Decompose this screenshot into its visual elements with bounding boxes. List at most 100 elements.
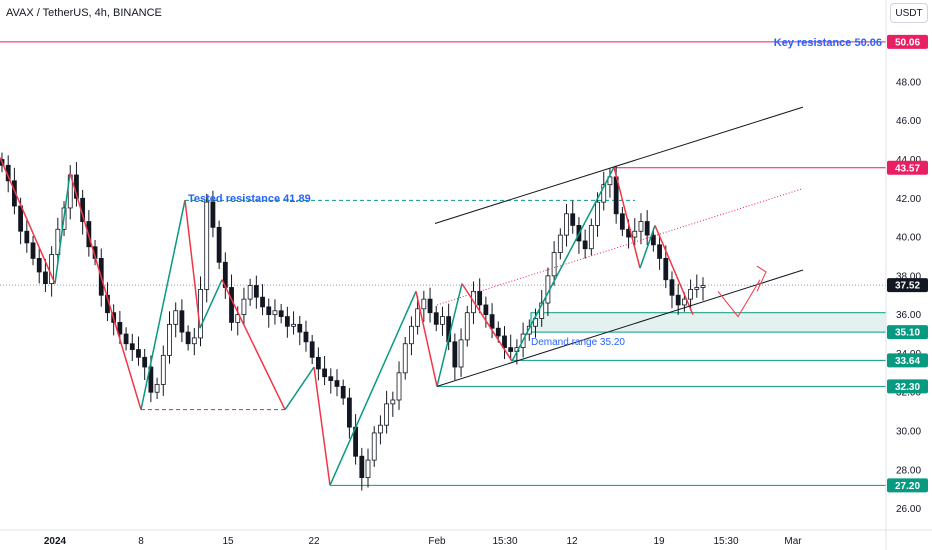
candle-body <box>433 312 439 325</box>
candle-body <box>551 252 557 277</box>
candle-body <box>272 310 278 316</box>
candle-body <box>669 279 675 296</box>
candle-body <box>167 323 172 356</box>
chart-title: AVAX / TetherUS, 4h, BINANCE <box>6 7 162 19</box>
zigzag-segment <box>184 200 201 329</box>
candle-body <box>421 298 427 310</box>
channel-lower <box>436 269 804 387</box>
x-tick-label: 12 <box>566 536 578 547</box>
candle-body <box>396 372 402 401</box>
candle-body <box>415 308 421 327</box>
x-tick-label: Feb <box>428 536 446 547</box>
candle-body <box>247 285 253 300</box>
candle-body <box>700 285 706 288</box>
candle-body <box>173 310 179 325</box>
candle-body <box>148 366 154 393</box>
candle-body <box>675 294 681 306</box>
demand-range-label: Demand range 35.20 <box>531 337 625 348</box>
projection-arrowhead <box>756 265 767 292</box>
candle-body <box>229 287 234 323</box>
candle-body <box>508 347 514 352</box>
candle-body <box>644 221 650 236</box>
candle-body <box>43 271 48 285</box>
x-tick-label: 15:30 <box>713 536 738 547</box>
candle-body <box>297 323 303 333</box>
candle-body <box>458 339 464 368</box>
candle-body <box>117 321 123 335</box>
candle-body <box>526 325 532 335</box>
x-tick-label: 15 <box>222 536 234 547</box>
candle-body <box>570 213 576 226</box>
key-resistance-label: Key resistance 50.06 <box>774 37 882 49</box>
candle-body <box>483 304 489 316</box>
candle-body <box>346 397 352 428</box>
price-badge <box>887 353 928 368</box>
x-tick-label: Mar <box>784 536 802 547</box>
candle-body <box>278 310 284 317</box>
x-tick-label: 22 <box>308 536 320 547</box>
candle-body <box>185 331 191 345</box>
candle-body <box>409 325 414 345</box>
candle-body <box>309 341 315 358</box>
tested-resistance-label: Tested resistance 41.89 <box>188 193 311 205</box>
candle-body <box>384 403 390 426</box>
candle-body <box>595 201 600 226</box>
candle-body <box>632 230 638 238</box>
candle-body <box>340 386 346 399</box>
candle-body <box>464 312 470 341</box>
candle-body <box>495 327 501 337</box>
candle-body <box>291 323 296 327</box>
y-tick-label: 44.00 <box>896 155 921 166</box>
candle-body <box>204 201 210 290</box>
candle-body <box>619 213 625 230</box>
zigzag-segment <box>639 225 656 269</box>
price-badge-label: 32.30 <box>895 382 920 393</box>
drawings <box>0 106 804 486</box>
candle-body <box>371 432 377 461</box>
candle-body <box>315 356 321 370</box>
zigzag-segment <box>436 283 463 387</box>
x-tick-label: 19 <box>653 536 665 547</box>
y-tick-label: 48.00 <box>896 77 921 88</box>
zigzag-segment <box>511 166 615 362</box>
candle-body <box>303 331 309 343</box>
candle-body <box>365 459 371 478</box>
zigzag-segment <box>284 366 315 411</box>
candle-body <box>588 225 594 250</box>
zigzag-segment <box>415 291 438 387</box>
zigzag-segment <box>613 167 641 269</box>
candle-body <box>657 244 662 259</box>
x-tick-label: 2024 <box>44 536 67 547</box>
candle-body <box>427 298 433 314</box>
zigzag-segment <box>461 283 513 362</box>
x-tick-label: 15:30 <box>492 536 517 547</box>
candle-body <box>390 399 396 405</box>
price-badge-label: 37.52 <box>895 281 920 292</box>
y-tick-label: 30.00 <box>896 427 921 438</box>
zigzag-segment <box>654 225 694 315</box>
candle-body <box>266 306 272 316</box>
candle-body <box>533 318 538 327</box>
price-badge-label: 33.64 <box>895 356 920 367</box>
candle-body <box>359 455 365 478</box>
candle-body <box>452 341 458 368</box>
candle-body <box>502 335 507 349</box>
candle-body <box>477 290 483 306</box>
candle-body <box>36 257 42 273</box>
price-badge-label: 27.20 <box>895 481 920 492</box>
zigzag-segment <box>313 366 331 486</box>
currency-button[interactable]: USDT <box>890 3 928 23</box>
candle-body <box>650 234 656 246</box>
zigzag-segment <box>140 200 186 410</box>
price-badge <box>887 278 928 293</box>
y-tick-label: 26.00 <box>896 504 921 515</box>
candle-body <box>179 310 185 333</box>
y-tick-label: 38.00 <box>896 271 921 282</box>
zigzag-segment <box>0 157 56 284</box>
candle-body <box>601 184 607 203</box>
candle-body <box>210 201 216 228</box>
candle-body <box>607 176 613 186</box>
candle-body <box>129 343 135 350</box>
zigzag-segment <box>54 172 71 284</box>
